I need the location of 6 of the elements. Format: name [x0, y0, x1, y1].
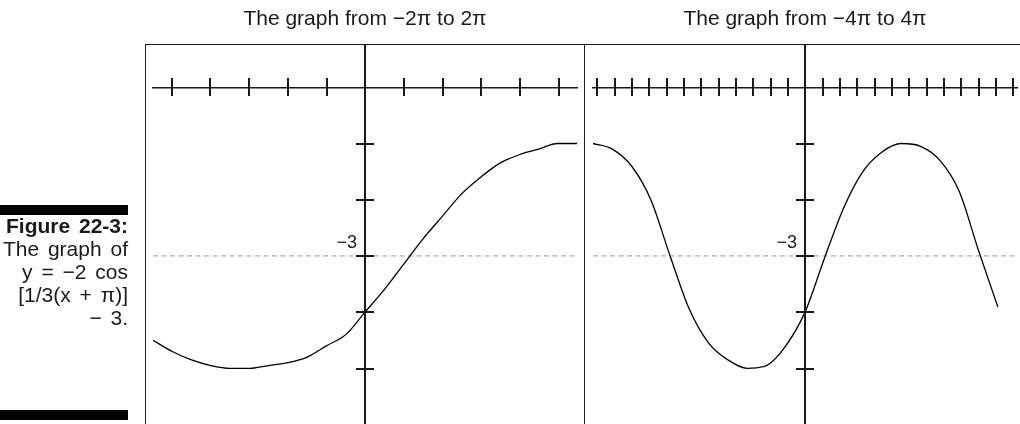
ref-line-label: −3: [336, 231, 357, 252]
ref-line-label: −3: [776, 231, 797, 252]
text: The graph of y = −2 cos [1/3(x + π)] − 3.: [1, 237, 128, 329]
caption: Figure 22-3:: [4, 214, 128, 237]
chart-title: The graph from −4π to 4π: [683, 6, 927, 30]
chart-title: The graph from −2π to 2π: [243, 6, 487, 30]
